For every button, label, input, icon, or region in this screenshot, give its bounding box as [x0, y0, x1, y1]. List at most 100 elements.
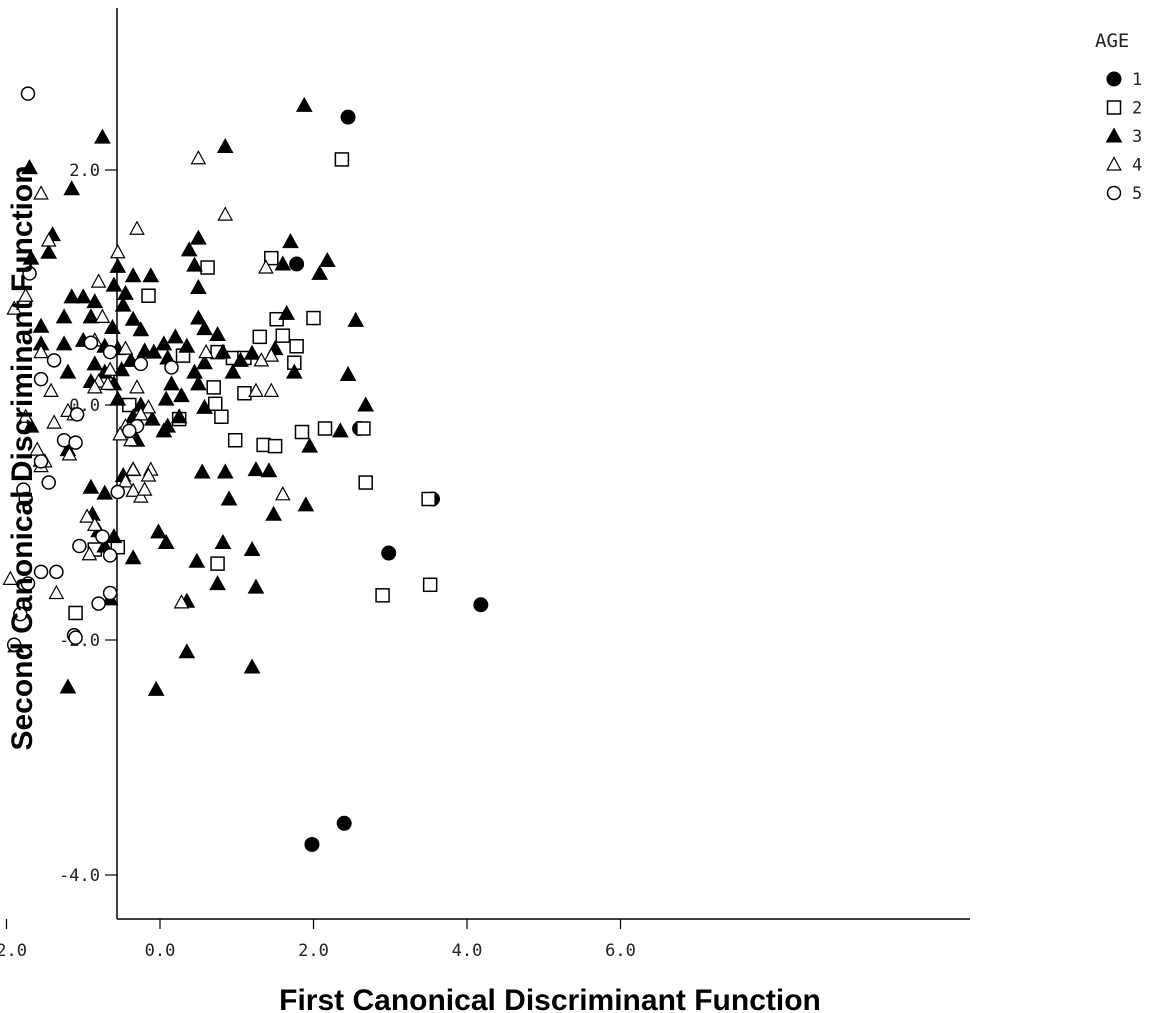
data-point-age-4	[136, 481, 153, 496]
data-point-age-2	[306, 310, 321, 326]
data-point-age-3	[55, 308, 73, 324]
data-point-age-4	[17, 408, 34, 423]
legend-item-age-5: 5	[1106, 184, 1142, 204]
data-point-age-1	[340, 109, 356, 125]
data-point-age-3	[157, 533, 175, 549]
legend-item-age-1: 1	[1106, 70, 1142, 90]
data-point-age-3	[21, 159, 38, 175]
data-point-age-3	[190, 229, 207, 245]
data-point-age-3	[143, 410, 161, 426]
x-tick-label: 4.0	[452, 941, 483, 961]
data-point-age-3	[117, 284, 134, 300]
data-point-age-4	[86, 379, 103, 394]
data-point-age-3	[260, 462, 278, 478]
data-point-age-5	[41, 475, 56, 490]
data-point-age-3	[94, 128, 111, 144]
series-age-4	[2, 149, 291, 609]
data-point-age-4	[129, 220, 145, 235]
data-point-age-4	[263, 382, 280, 397]
data-point-age-2	[214, 409, 229, 424]
data-point-age-3	[124, 267, 142, 283]
data-point-age-4	[43, 382, 59, 397]
series-age-5	[6, 86, 179, 652]
data-point-age-5	[18, 491, 33, 507]
data-point-age-3	[105, 528, 123, 544]
data-point-age-2	[375, 588, 390, 603]
legend-marker	[1106, 100, 1122, 115]
data-point-age-2	[206, 380, 221, 395]
data-point-age-2	[237, 386, 252, 401]
data-point-age-2	[294, 424, 310, 440]
data-point-age-3	[196, 320, 213, 336]
data-point-age-4	[48, 584, 65, 600]
data-point-age-3	[190, 375, 207, 391]
data-point-age-3	[216, 137, 234, 153]
data-point-age-4	[140, 399, 157, 414]
data-point-age-2	[289, 339, 304, 354]
data-point-age-5	[133, 356, 149, 372]
data-point-age-3	[196, 354, 213, 370]
data-point-age-1	[336, 815, 352, 831]
data-point-age-3	[155, 335, 173, 351]
data-point-age-3	[301, 437, 319, 453]
data-point-age-2	[422, 577, 438, 593]
data-point-age-5	[122, 423, 137, 439]
data-point-age-2	[141, 288, 156, 303]
data-point-age-3	[209, 325, 226, 341]
data-point-age-4	[217, 206, 234, 221]
data-point-age-3	[82, 308, 100, 324]
data-point-age-5	[102, 585, 118, 601]
data-point-age-2	[358, 475, 373, 490]
data-point-age-4	[133, 488, 149, 503]
data-point-age-5	[20, 576, 36, 591]
data-point-age-4	[190, 149, 207, 165]
data-point-age-3	[186, 363, 203, 379]
data-point-age-4	[86, 516, 103, 531]
x-tick-label: 6.0	[605, 941, 636, 961]
data-point-age-3	[114, 296, 132, 312]
data-point-age-3	[178, 643, 196, 659]
data-point-age-4	[253, 352, 270, 367]
data-point-age-5	[22, 266, 37, 281]
data-point-age-3	[132, 321, 150, 337]
data-point-age-1	[381, 545, 397, 561]
data-point-age-3	[318, 251, 336, 267]
data-point-age-5	[95, 529, 110, 544]
data-point-age-3	[142, 267, 160, 283]
y-tick-label: -4.0	[59, 866, 100, 886]
data-point-age-2	[68, 605, 83, 621]
data-point-age-5	[91, 596, 106, 611]
data-point-age-3	[214, 343, 232, 359]
legend-label: 4	[1132, 156, 1142, 176]
data-point-age-3	[278, 304, 295, 320]
data-point-age-4	[33, 343, 49, 359]
data-point-age-1	[289, 256, 305, 272]
data-point-age-4	[274, 486, 291, 501]
data-point-age-5	[33, 564, 49, 580]
data-point-age-5	[33, 371, 49, 387]
data-point-age-4	[79, 508, 95, 523]
data-point-age-5	[49, 564, 64, 580]
data-point-age-5	[102, 344, 118, 360]
data-point-age-3	[74, 288, 92, 304]
legend-label: 2	[1132, 99, 1142, 119]
data-point-age-3	[243, 658, 261, 674]
legend-title: AGE	[1095, 30, 1129, 52]
data-point-age-3	[214, 533, 232, 549]
data-point-age-4	[102, 361, 118, 376]
data-points	[2, 86, 489, 852]
data-point-age-3	[124, 549, 142, 565]
data-point-age-4	[140, 467, 157, 482]
legend-marker	[1106, 185, 1122, 201]
data-point-age-4	[198, 343, 214, 359]
data-point-age-3	[147, 680, 165, 696]
data-point-age-2	[334, 152, 350, 167]
x-axis-ticks: -4.0-2.00.02.04.06.0	[0, 919, 636, 961]
data-point-age-3	[63, 180, 81, 196]
data-point-age-3	[157, 390, 175, 406]
data-point-age-4	[125, 482, 141, 497]
data-point-age-4	[133, 406, 149, 421]
data-point-age-3	[193, 463, 211, 479]
data-point-age-3	[224, 363, 242, 379]
